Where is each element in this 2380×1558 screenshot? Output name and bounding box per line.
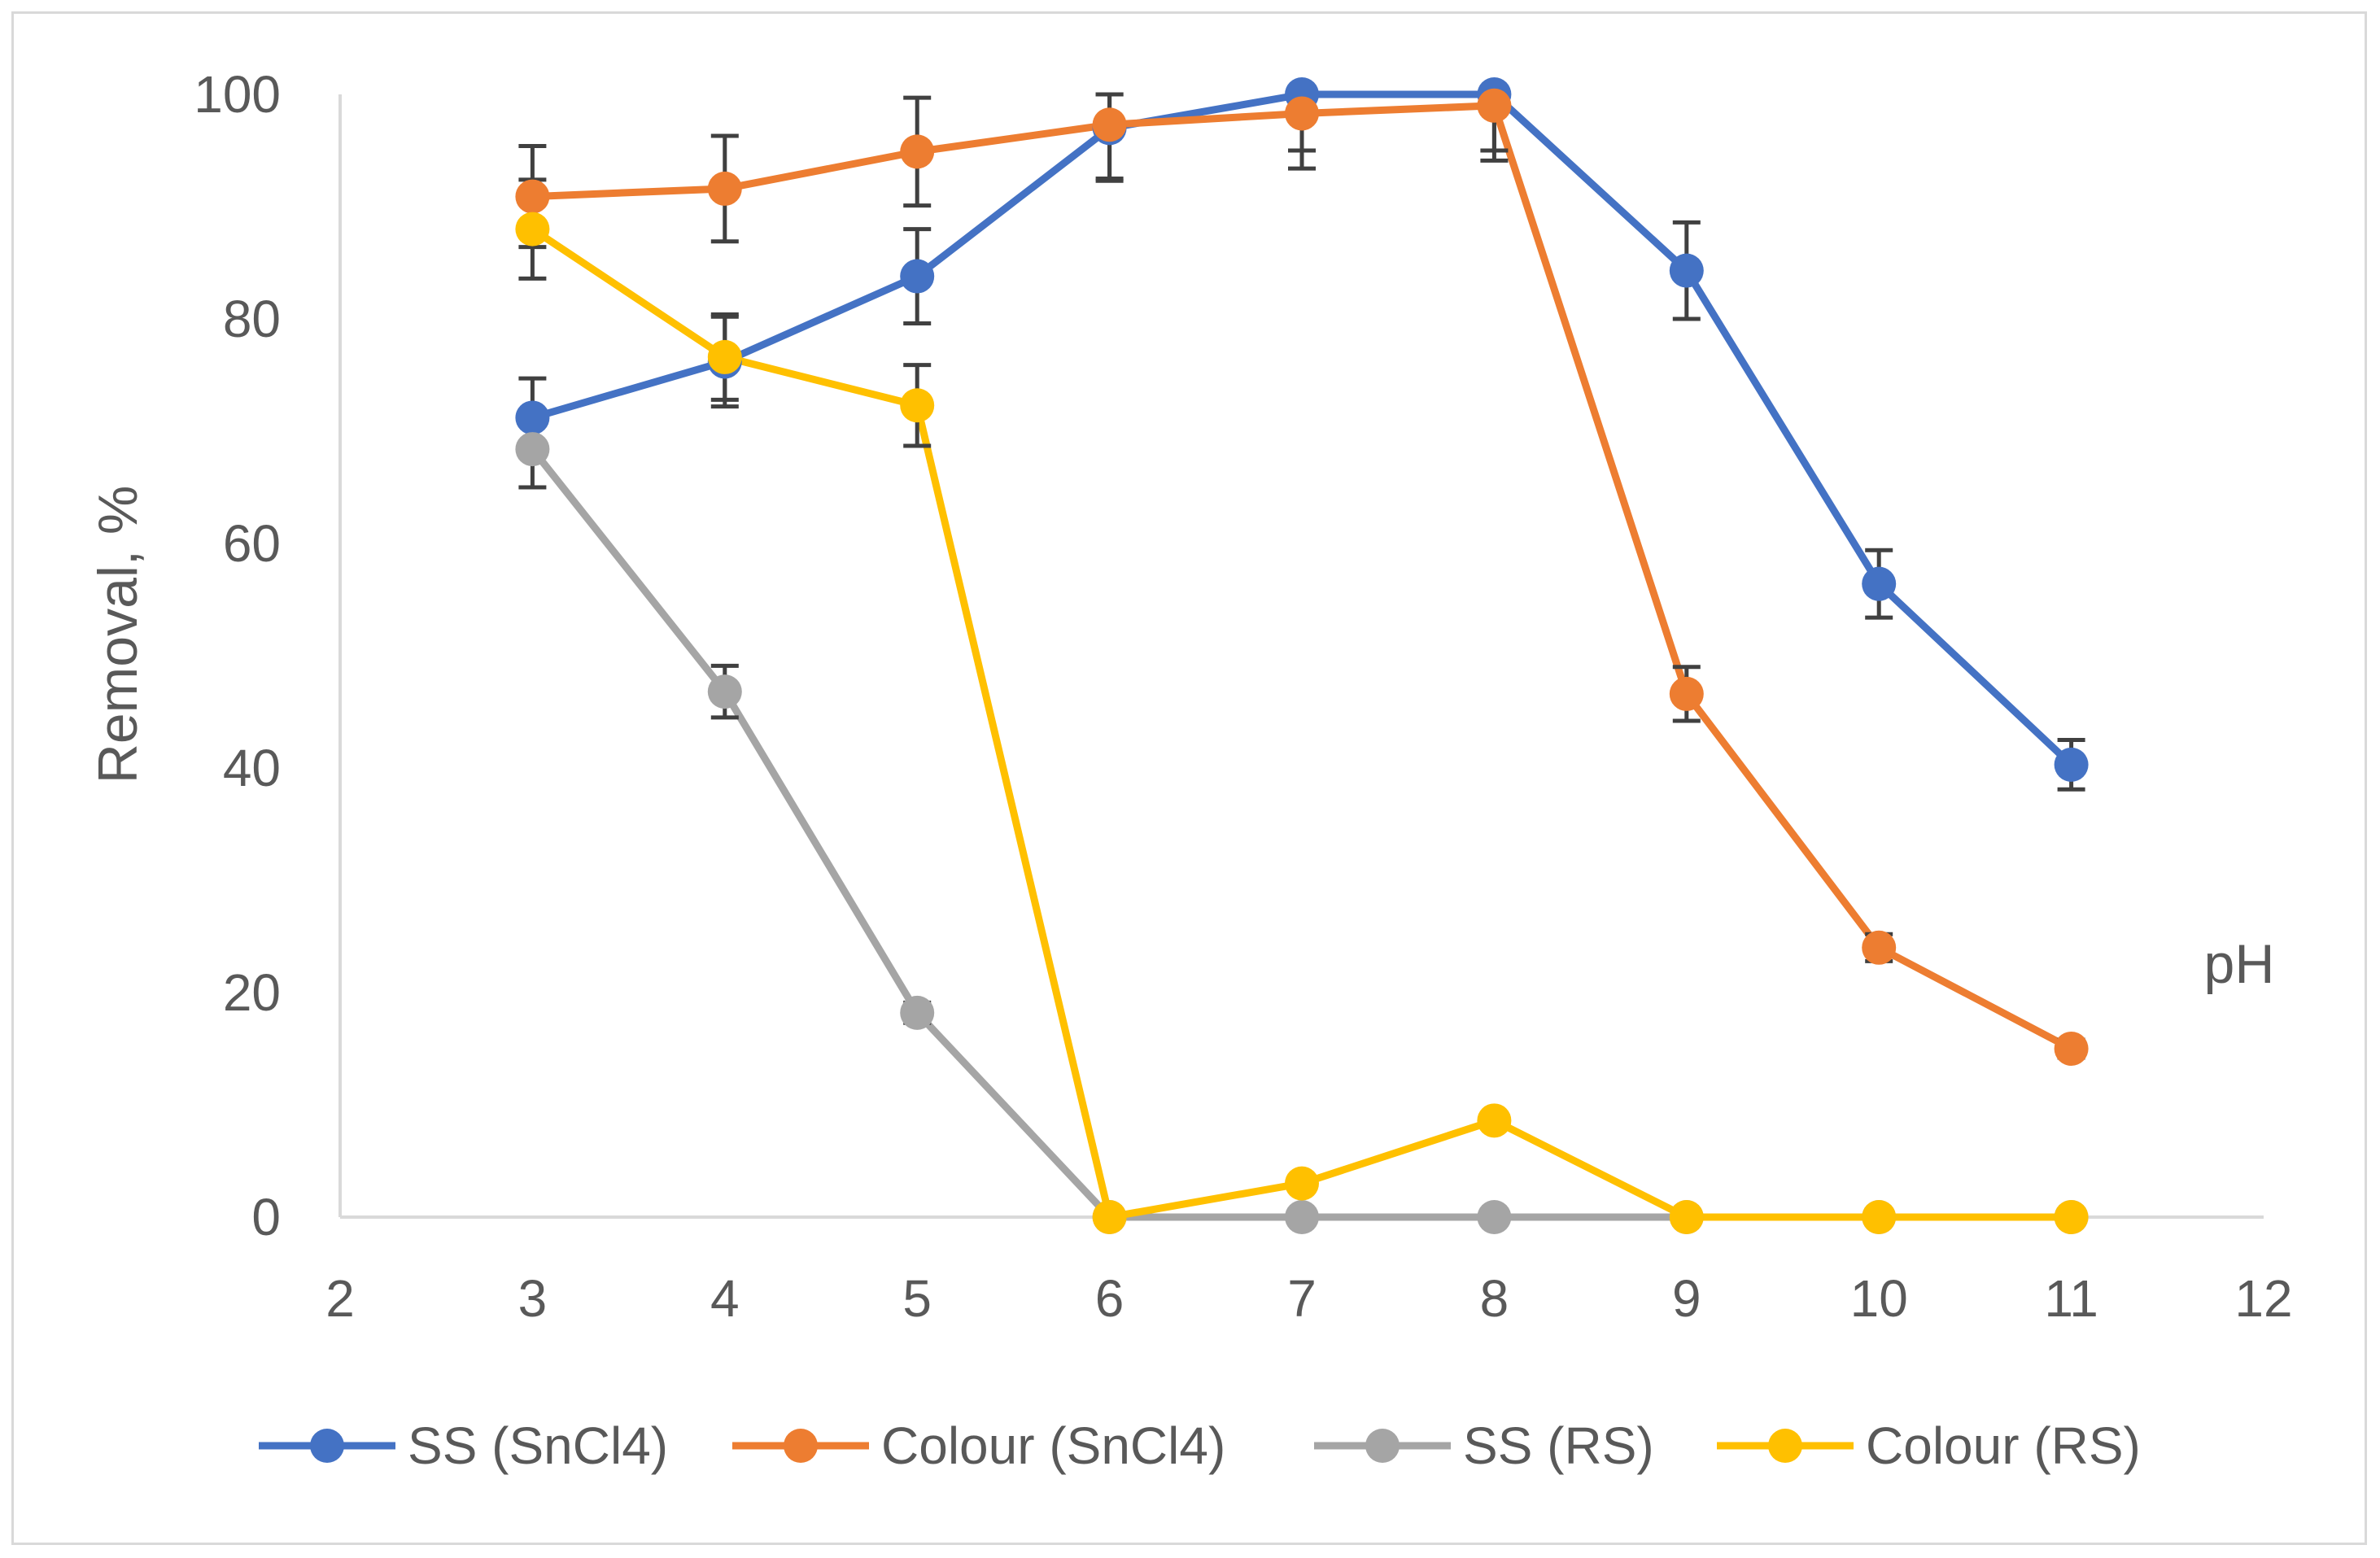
data-point-1 xyxy=(1285,96,1319,131)
y-tick-label: 80 xyxy=(223,290,281,348)
data-point-3 xyxy=(707,339,742,374)
data-point-1 xyxy=(900,134,935,169)
y-tick-label: 40 xyxy=(223,739,281,797)
series-line-1 xyxy=(528,102,2076,1053)
series-line-3 xyxy=(528,225,2076,1221)
data-point-3 xyxy=(1862,1200,1897,1234)
legend-label-2: SS (RS) xyxy=(1463,1416,1654,1475)
x-tick-label: 9 xyxy=(1672,1269,1701,1328)
data-point-1 xyxy=(1862,930,1897,965)
data-point-1 xyxy=(1092,107,1127,142)
legend-label-3: Colour (RS) xyxy=(1866,1416,2141,1475)
data-point-0 xyxy=(1669,253,1704,288)
data-point-3 xyxy=(900,388,935,423)
x-tick-label: 12 xyxy=(2234,1269,2292,1328)
legend-label-1: Colour (SnCl4) xyxy=(881,1416,1225,1475)
x-tick-label: 2 xyxy=(325,1269,355,1328)
data-point-1 xyxy=(515,179,550,214)
x-tick-labels: 2 3 4 5 6 7 8 9 10 11 12 xyxy=(325,1269,2292,1328)
data-point-2 xyxy=(900,995,935,1030)
data-point-3 xyxy=(1669,1200,1704,1234)
chart-frame xyxy=(11,11,2367,1545)
data-point-3 xyxy=(2054,1200,2089,1234)
x-tick-label: 10 xyxy=(1850,1269,1908,1328)
y-axis-title: Removal, % xyxy=(87,486,149,784)
data-point-2 xyxy=(707,674,742,709)
x-tick-label: 4 xyxy=(710,1269,740,1328)
series-points xyxy=(515,77,2089,1234)
legend-label-0: SS (SnCl4) xyxy=(408,1416,668,1475)
data-point-1 xyxy=(2054,1032,2089,1066)
y-tick-label: 100 xyxy=(194,65,281,124)
legend-marker-0 xyxy=(310,1429,344,1463)
legend: SS (SnCl4) Colour (SnCl4) SS (RS) Colour (R… xyxy=(259,1416,2141,1475)
data-point-1 xyxy=(707,171,742,206)
data-point-0 xyxy=(515,400,550,435)
series-lines xyxy=(528,90,2076,1221)
data-point-3 xyxy=(1285,1166,1319,1201)
data-point-3 xyxy=(1092,1200,1127,1234)
legend-marker-1 xyxy=(784,1429,818,1463)
data-point-3 xyxy=(1477,1103,1512,1138)
y-tick-label: 60 xyxy=(223,514,281,573)
x-tick-label: 3 xyxy=(518,1269,548,1328)
legend-marker-3 xyxy=(1768,1429,1802,1463)
y-tick-label: 0 xyxy=(251,1188,281,1246)
data-point-2 xyxy=(1477,1200,1512,1234)
data-point-0 xyxy=(2054,747,2089,782)
data-point-3 xyxy=(515,212,550,247)
legend-marker-2 xyxy=(1365,1429,1400,1463)
x-tick-label: 11 xyxy=(2044,1269,2098,1328)
x-tick-label: 7 xyxy=(1287,1269,1317,1328)
data-point-2 xyxy=(515,432,550,467)
x-tick-label: 6 xyxy=(1095,1269,1124,1328)
axes xyxy=(338,94,2264,1219)
data-point-0 xyxy=(1862,566,1897,601)
data-point-1 xyxy=(1669,676,1704,711)
x-axis-title: pH xyxy=(2204,933,2275,995)
y-tick-labels: 0 20 40 60 80 100 xyxy=(194,65,281,1246)
error-bars xyxy=(518,92,2085,1188)
data-point-1 xyxy=(1477,88,1512,123)
y-tick-label: 20 xyxy=(223,963,281,1022)
x-tick-label: 5 xyxy=(902,1269,932,1328)
series-line-2 xyxy=(528,445,2076,1221)
data-point-0 xyxy=(900,259,935,294)
data-point-2 xyxy=(1285,1200,1319,1234)
series-line-0 xyxy=(528,90,2076,769)
x-tick-label: 8 xyxy=(1480,1269,1509,1328)
